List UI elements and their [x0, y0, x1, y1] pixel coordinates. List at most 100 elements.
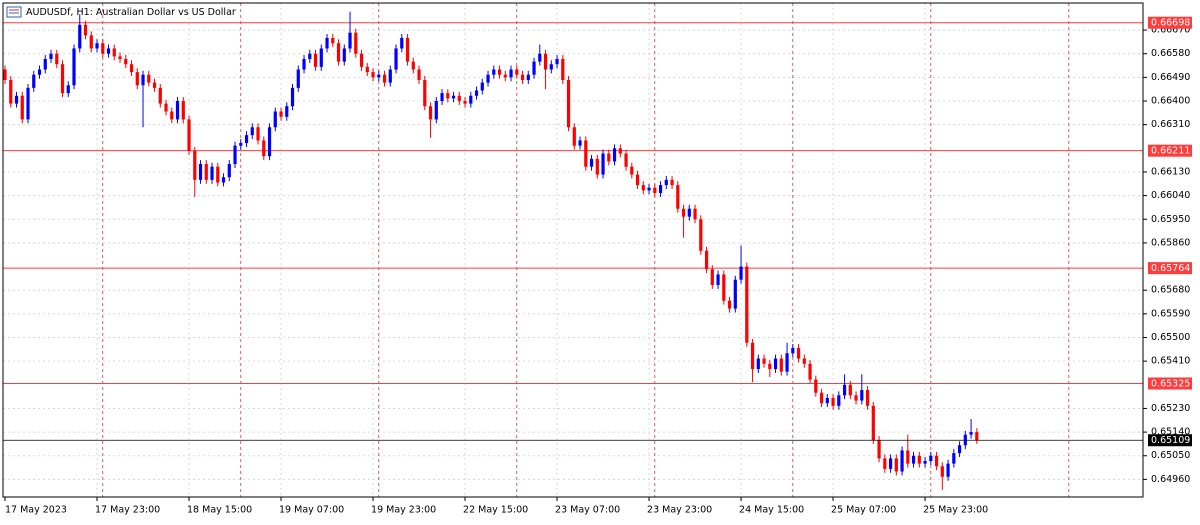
candle-body	[411, 61, 415, 70]
candle-body	[49, 53, 53, 59]
y-tick-label: 0.66490	[1151, 72, 1190, 83]
candle-body	[819, 392, 824, 404]
x-tick-label: 19 May 23:00	[371, 505, 436, 516]
candle-body	[32, 74, 36, 88]
candle-body	[969, 432, 973, 435]
candle-body	[785, 353, 789, 372]
candle-body	[129, 64, 134, 73]
candle-body	[492, 69, 496, 75]
x-tick-label: 19 May 07:00	[279, 505, 344, 516]
candle-body	[377, 74, 381, 78]
y-tick-label: 0.64960	[1151, 474, 1190, 485]
candle-body	[860, 390, 864, 401]
candle-body	[509, 69, 513, 78]
candle-body	[101, 43, 105, 54]
candle-body	[216, 166, 220, 183]
y-tick-label: 0.65410	[1151, 356, 1190, 367]
level-label: 0.66211	[1151, 146, 1190, 157]
candle-body	[354, 32, 358, 54]
candle-body	[256, 127, 260, 141]
candle-body	[423, 79, 427, 107]
candle-body	[78, 24, 82, 49]
candle-body	[584, 140, 588, 167]
candle-body	[440, 93, 444, 102]
candle-body	[837, 395, 841, 406]
candle-body	[394, 48, 398, 70]
current-price-label: 0.65109	[1151, 435, 1190, 446]
candle-body	[147, 74, 151, 83]
candle-body	[457, 95, 461, 102]
current-price-box	[1148, 434, 1192, 447]
candle-body	[342, 48, 346, 62]
candle-body	[704, 250, 709, 270]
chart-title: AUDUSDf, H1: Australian Dollar vs US Dol…	[26, 7, 236, 18]
candle-body	[55, 53, 59, 65]
y-tick-label: 0.66310	[1151, 119, 1190, 130]
candle-body	[641, 185, 645, 191]
candle-body	[653, 187, 657, 193]
candle-body	[543, 53, 548, 70]
candle-body	[911, 455, 916, 464]
icon-frame	[6, 6, 22, 18]
candle-body	[20, 95, 24, 120]
candle-body	[871, 405, 875, 440]
level-label: 0.65764	[1151, 263, 1190, 274]
candle-body	[486, 74, 490, 83]
candle-body	[244, 135, 249, 144]
candle-body	[446, 93, 450, 99]
y-tick-label: 0.65140	[1151, 427, 1190, 438]
candle-body	[239, 143, 243, 146]
candle-body	[285, 106, 289, 117]
candle-body	[331, 37, 335, 44]
candle-body	[561, 58, 565, 80]
candle-body	[290, 87, 295, 107]
candle-body	[888, 458, 893, 469]
candle-body	[676, 185, 680, 209]
candle-body	[756, 358, 760, 370]
level-label-box	[1148, 144, 1192, 157]
candle-body	[193, 150, 197, 180]
grid	[3, 3, 1143, 497]
candle-body	[825, 397, 829, 404]
candle-body	[227, 164, 231, 178]
candle-body	[83, 24, 88, 36]
candle-body	[710, 269, 714, 285]
candle-body	[975, 432, 979, 441]
candle-body	[164, 103, 168, 112]
candle-body	[371, 72, 375, 78]
candle-body	[66, 85, 70, 94]
candle-body	[3, 69, 7, 80]
candle-body	[745, 266, 749, 343]
candle-body	[359, 53, 364, 67]
candle-body	[89, 35, 93, 49]
candle-body	[382, 74, 387, 83]
x-tick-label: 25 May 23:00	[923, 505, 988, 516]
y-tick-label: 0.66670	[1151, 25, 1190, 36]
candle-body	[388, 69, 392, 83]
candle-body	[635, 174, 640, 186]
candle-body	[906, 450, 910, 464]
candle-body	[325, 37, 329, 49]
level-label-box	[1148, 377, 1192, 390]
candle-body	[469, 95, 473, 104]
candle-body	[664, 179, 668, 186]
candle-body	[739, 266, 743, 280]
candle-body	[831, 397, 835, 406]
candle-body	[624, 153, 628, 167]
candle-body	[187, 119, 191, 151]
candle-body	[957, 445, 962, 454]
candle-body	[233, 145, 237, 165]
candle-body	[848, 384, 852, 396]
candle-body	[152, 82, 157, 88]
candle-body	[400, 37, 404, 49]
candle-body	[26, 87, 30, 120]
candle-body	[428, 106, 433, 120]
candle-body	[480, 82, 484, 91]
x-tick-label: 24 May 15:00	[739, 505, 804, 516]
candle-body	[699, 219, 703, 251]
candle-body	[308, 53, 312, 59]
candle-body	[520, 74, 525, 80]
candle-body	[175, 101, 180, 120]
candle-body	[273, 111, 277, 128]
